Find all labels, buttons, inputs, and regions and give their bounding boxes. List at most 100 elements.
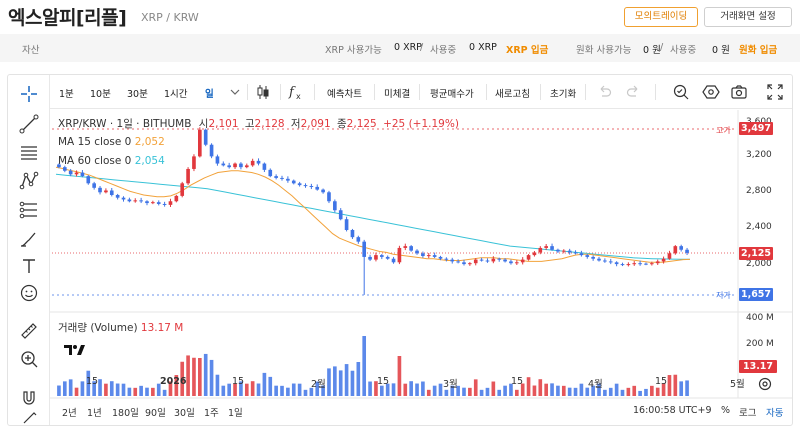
interval-10m[interactable]: 10분 xyxy=(90,89,111,100)
volume-legend: 거래량 (Volume) 13.17 M xyxy=(58,320,183,335)
candle-body xyxy=(567,250,572,253)
candle-body xyxy=(579,253,584,256)
ma60-polyline xyxy=(55,173,690,260)
volume-bar xyxy=(156,383,161,396)
candle-body xyxy=(585,255,590,257)
alert-search-icon[interactable] xyxy=(672,83,690,101)
toolbar-divider xyxy=(280,84,281,100)
volume-bar xyxy=(227,383,231,396)
volume-bar xyxy=(333,366,337,396)
percent-toggle[interactable]: % xyxy=(721,405,731,416)
crosshair-icon[interactable] xyxy=(18,83,40,105)
candle-body xyxy=(362,241,367,257)
volume-bar xyxy=(679,381,684,396)
volume-bar xyxy=(327,368,331,396)
candle-body xyxy=(632,263,637,265)
svg-text:x: x xyxy=(296,92,301,101)
xrp-deposit-link[interactable]: XRP 입금 xyxy=(506,45,549,56)
volume-bar xyxy=(344,364,349,396)
settings-hex-icon[interactable] xyxy=(702,83,720,101)
volume-bar xyxy=(374,381,378,396)
volume-bar xyxy=(650,385,654,396)
forecast-chart-button[interactable]: 예측차트 xyxy=(327,89,362,100)
candle-body xyxy=(186,168,190,184)
volume-bar xyxy=(309,387,314,396)
volume-bar xyxy=(491,381,496,396)
volume-bar xyxy=(550,383,554,396)
time-tick: 2월 xyxy=(311,379,326,390)
interval-1m[interactable]: 1분 xyxy=(59,89,74,100)
candle-body xyxy=(133,200,138,202)
candle-body xyxy=(239,163,243,168)
range-180d[interactable]: 180일 xyxy=(112,408,139,419)
fullscreen-icon[interactable] xyxy=(766,83,784,101)
ma60-value: 2,054 xyxy=(134,155,165,167)
trend-line-icon[interactable] xyxy=(18,113,40,135)
ruler-icon[interactable] xyxy=(18,320,40,342)
refresh-button[interactable]: 새로고침 xyxy=(495,89,530,100)
candle-body xyxy=(86,176,91,184)
candle-body xyxy=(286,178,290,181)
pencil-icon[interactable] xyxy=(18,411,40,432)
volume-bar xyxy=(68,379,73,396)
fib-icon[interactable] xyxy=(18,199,40,221)
range-2y[interactable]: 2년 xyxy=(62,408,77,419)
interval-day[interactable]: 일 xyxy=(205,89,214,100)
zoom-in-icon[interactable] xyxy=(18,348,40,370)
high-label: 고 xyxy=(244,118,255,130)
candle-body xyxy=(121,197,126,200)
candle-body xyxy=(479,259,484,261)
candle-body xyxy=(550,246,554,250)
candle-type-icon[interactable] xyxy=(254,83,272,101)
mock-trading-button[interactable]: 모의트레이딩 xyxy=(624,7,698,27)
high-value: 2,128 xyxy=(254,118,285,130)
range-30d[interactable]: 30일 xyxy=(174,408,195,419)
chevron-down-icon[interactable] xyxy=(226,83,244,101)
volume-bar xyxy=(256,383,261,396)
camera-icon[interactable] xyxy=(730,83,748,101)
volume-bar xyxy=(644,388,648,396)
xrp-available-value: 0 XRP xyxy=(394,42,422,53)
horizontal-lines-icon[interactable] xyxy=(18,141,40,163)
interval-1h[interactable]: 1시간 xyxy=(164,89,188,100)
text-tool-icon[interactable] xyxy=(18,255,40,277)
candle-body xyxy=(80,172,85,177)
candle-body xyxy=(333,201,337,211)
interval-30m[interactable]: 30분 xyxy=(127,89,148,100)
screen-settings-button[interactable]: 거래화면 설정 xyxy=(704,7,792,27)
magnet-icon[interactable] xyxy=(18,386,40,408)
log-toggle[interactable]: 로그 xyxy=(739,408,757,419)
range-1d[interactable]: 1일 xyxy=(228,408,243,419)
range-1y[interactable]: 1년 xyxy=(87,408,102,419)
krw-in-use-value: 0 원 xyxy=(712,45,730,56)
volume-bar xyxy=(661,383,666,396)
candle-body xyxy=(74,172,79,175)
axis-settings-icon[interactable] xyxy=(757,376,773,392)
candle-body xyxy=(485,260,490,262)
range-1w[interactable]: 1주 xyxy=(204,408,219,419)
avg-buy-price-button[interactable]: 평균매수가 xyxy=(430,89,474,100)
range-90d[interactable]: 90일 xyxy=(145,408,166,419)
brush-icon[interactable] xyxy=(18,228,40,250)
reset-button[interactable]: 초기화 xyxy=(550,89,577,100)
candle-body xyxy=(421,253,425,257)
pattern-icon[interactable] xyxy=(18,170,40,192)
clock[interactable]: 16:00:58 UTC+9 xyxy=(633,405,712,416)
emoji-icon[interactable] xyxy=(18,282,40,304)
krw-deposit-link[interactable]: 원화 입금 xyxy=(739,45,778,56)
candle-body xyxy=(115,194,120,198)
undo-icon[interactable] xyxy=(595,83,613,101)
candle-body xyxy=(57,164,61,168)
redo-icon[interactable] xyxy=(625,83,643,101)
auto-toggle[interactable]: 자동 xyxy=(766,408,784,419)
candle-body xyxy=(98,187,102,193)
toolbar-divider xyxy=(585,84,586,100)
candle-body xyxy=(203,129,208,145)
open-orders-button[interactable]: 미체결 xyxy=(384,89,411,100)
volume-bar xyxy=(98,379,102,396)
volume-bar xyxy=(286,387,290,396)
volume-bar xyxy=(250,381,255,396)
volume-label: 거래량 (Volume) xyxy=(58,322,138,334)
